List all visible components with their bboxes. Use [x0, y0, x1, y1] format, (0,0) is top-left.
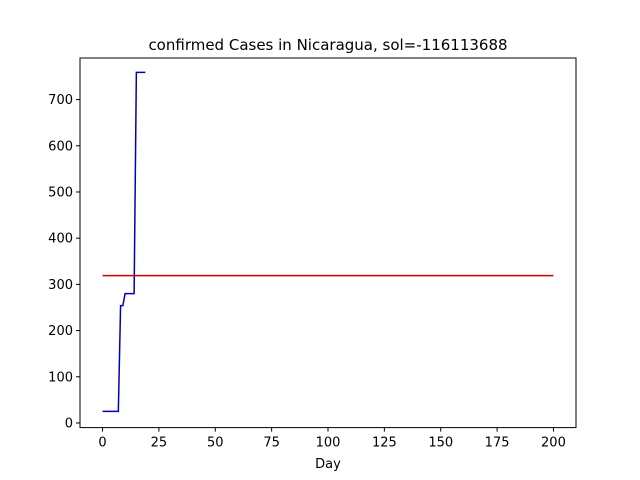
- x-tick-label: 125: [372, 436, 397, 451]
- x-tick-label: 25: [151, 436, 168, 451]
- y-tick-label: 500: [48, 185, 73, 200]
- y-tick-label: 600: [48, 139, 73, 154]
- x-tick-label: 100: [316, 436, 341, 451]
- y-tick-label: 400: [48, 232, 73, 247]
- plot-frame: [79, 57, 577, 429]
- x-axis-label: Day: [315, 457, 341, 472]
- y-axis: 0 100 200 300 400 500 600 700: [48, 93, 80, 431]
- x-tick-label: 50: [207, 436, 224, 451]
- x-tick-label: 150: [428, 436, 453, 451]
- x-tick-label: 0: [98, 436, 106, 451]
- x-tick-label: 175: [485, 436, 510, 451]
- series-line-1: [102, 71, 146, 413]
- y-tick-label: 300: [48, 278, 73, 293]
- y-tick-label: 700: [48, 93, 73, 108]
- x-tick-label: 200: [541, 436, 566, 451]
- y-tick-label: 100: [48, 370, 73, 385]
- chart-title: confirmed Cases in Nicaragua, sol=-11611…: [148, 36, 507, 54]
- y-tick-label: 200: [48, 324, 73, 339]
- plot-area: [102, 71, 554, 413]
- x-tick-label: 75: [263, 436, 280, 451]
- y-tick-label: 0: [65, 416, 73, 431]
- x-axis: 0 25 50 75 100 125 150 175 200: [98, 427, 566, 451]
